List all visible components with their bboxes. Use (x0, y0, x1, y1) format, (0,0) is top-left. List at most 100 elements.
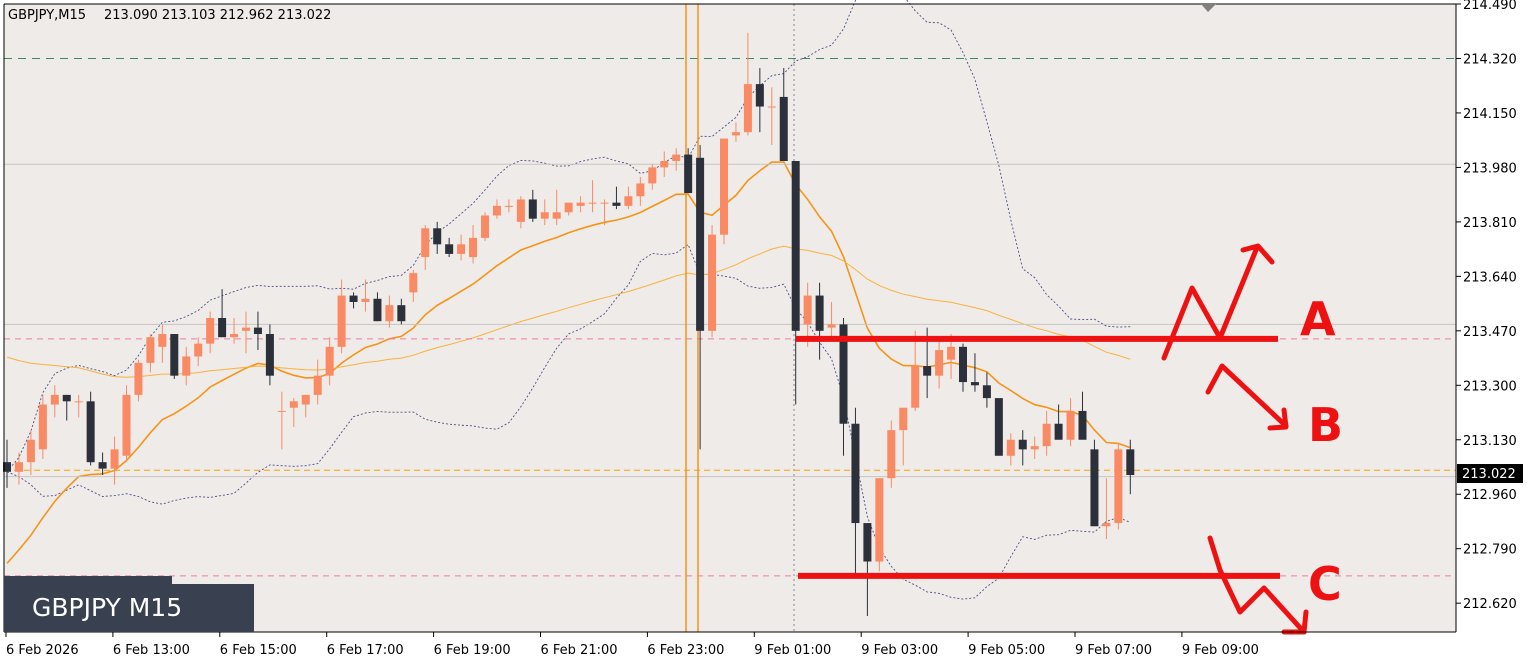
y-tick-label-4: 213.810 (1463, 216, 1517, 231)
candle-body-50 (600, 202, 609, 204)
candle-body-51 (612, 202, 621, 206)
candle-body-32 (385, 305, 394, 322)
current-price-tag (1457, 464, 1523, 483)
badge-label: GBPJPY M15 (32, 593, 182, 622)
candle-body-13 (158, 334, 167, 347)
candle-body-90 (1078, 410, 1087, 440)
candle-body-72 (863, 523, 872, 562)
x-tick-label-9: 9 Feb 05:00 (968, 643, 1045, 658)
candle-body-8 (98, 462, 107, 469)
annotation-a: A (1300, 292, 1336, 346)
band-lower (6, 243, 1131, 600)
x-tick-label-7: 9 Feb 01:00 (754, 643, 831, 658)
candle-body-84 (1006, 439, 1015, 456)
chart-header-symbol: GBPJPY,M15 (8, 8, 86, 23)
candle-body-45 (540, 212, 549, 219)
y-tick-label-6: 213.470 (1463, 325, 1517, 340)
candle-body-17 (206, 318, 215, 344)
candle-body-25 (301, 394, 310, 405)
candle-body-61 (731, 132, 740, 136)
candle-body-53 (636, 183, 645, 197)
candle-body-33 (397, 305, 406, 322)
candle-body-36 (433, 228, 442, 245)
y-tick-label-0: 214.490 (1463, 0, 1517, 13)
candle-body-87 (1042, 423, 1051, 447)
candle-body-7 (86, 401, 95, 463)
candle-body-35 (421, 228, 430, 258)
candle-body-77 (923, 366, 932, 376)
candle-body-9 (110, 449, 119, 469)
candle-body-62 (743, 84, 752, 133)
candle-body-15 (182, 356, 191, 376)
candle-body-78 (935, 350, 944, 376)
candle-body-63 (755, 84, 764, 107)
candle-body-28 (337, 295, 346, 347)
candle-body-37 (445, 244, 454, 254)
x-tick-label-10: 9 Feb 07:00 (1075, 643, 1152, 658)
candle-body-31 (373, 298, 382, 322)
candle-body-30 (361, 298, 370, 302)
x-tick-label-8: 9 Feb 03:00 (861, 643, 938, 658)
candle-body-89 (1066, 410, 1075, 440)
candle-body-85 (1018, 439, 1027, 450)
candle-body-88 (1054, 423, 1063, 440)
chart-header-ohlc: 213.090 213.103 212.962 213.022 (104, 8, 331, 23)
candle-body-4 (50, 394, 59, 405)
x-tick-label-3: 6 Feb 17:00 (327, 643, 404, 658)
candle-body-22 (265, 334, 274, 376)
candle-body-86 (1030, 446, 1039, 450)
bollinger-bands (6, 0, 1131, 600)
candle-body-24 (289, 401, 298, 408)
candle-body-1 (14, 462, 23, 472)
candle-body-92 (1102, 523, 1111, 527)
candle-body-3 (38, 404, 47, 450)
x-tick-label-1: 6 Feb 13:00 (113, 643, 190, 658)
candle-body-49 (588, 202, 597, 204)
candle-body-83 (994, 398, 1003, 456)
candle-body-42 (504, 205, 513, 207)
arrow-a-head (1240, 243, 1275, 265)
y-tick-label-8: 213.130 (1463, 434, 1517, 449)
candle-body-93 (1114, 449, 1123, 524)
candle-body-21 (253, 327, 262, 335)
y-tick-label-9: 212.960 (1463, 488, 1517, 503)
candle-body-79 (947, 346, 956, 360)
candle-body-76 (911, 366, 920, 408)
annotations-layer (796, 243, 1309, 635)
candle-body-0 (3, 462, 11, 472)
candle-body-6 (74, 401, 83, 403)
candle-body-16 (194, 343, 203, 357)
shift-marker-icon (1201, 4, 1216, 12)
candle-body-94 (1126, 449, 1135, 475)
candle-body-69 (827, 324, 836, 328)
candle-body-70 (839, 324, 848, 424)
candle-body-44 (528, 199, 537, 219)
band-upper (6, 0, 1131, 473)
arrow-b-head (1267, 407, 1289, 431)
y-tick-label-1: 214.320 (1463, 52, 1517, 67)
candle-body-39 (469, 237, 478, 258)
candle-body-48 (576, 202, 585, 206)
x-tick-label-11: 9 Feb 09:00 (1182, 643, 1259, 658)
candle-body-5 (62, 394, 71, 402)
candle-body-2 (26, 439, 35, 463)
candle-body-29 (349, 295, 358, 302)
x-tick-label-2: 6 Feb 15:00 (220, 643, 297, 658)
y-tick-label-5: 213.640 (1463, 270, 1517, 285)
annotation-b: B (1308, 398, 1343, 452)
arrow-c-path (1207, 535, 1307, 635)
candle-body-57 (684, 154, 693, 194)
candle-body-66 (791, 161, 800, 331)
candle-body-43 (516, 199, 525, 222)
candle-body-26 (313, 375, 322, 395)
candle-body-54 (648, 167, 657, 184)
ma-slow-line (6, 245, 1131, 378)
candle-body-81 (970, 382, 979, 386)
candle-body-12 (146, 337, 155, 363)
candle-body-55 (660, 161, 669, 168)
y-tick-label-2: 214.150 (1463, 107, 1517, 122)
annotation-c: C (1308, 557, 1342, 611)
x-tick-label-5: 6 Feb 21:00 (541, 643, 618, 658)
candle-body-38 (457, 244, 466, 254)
